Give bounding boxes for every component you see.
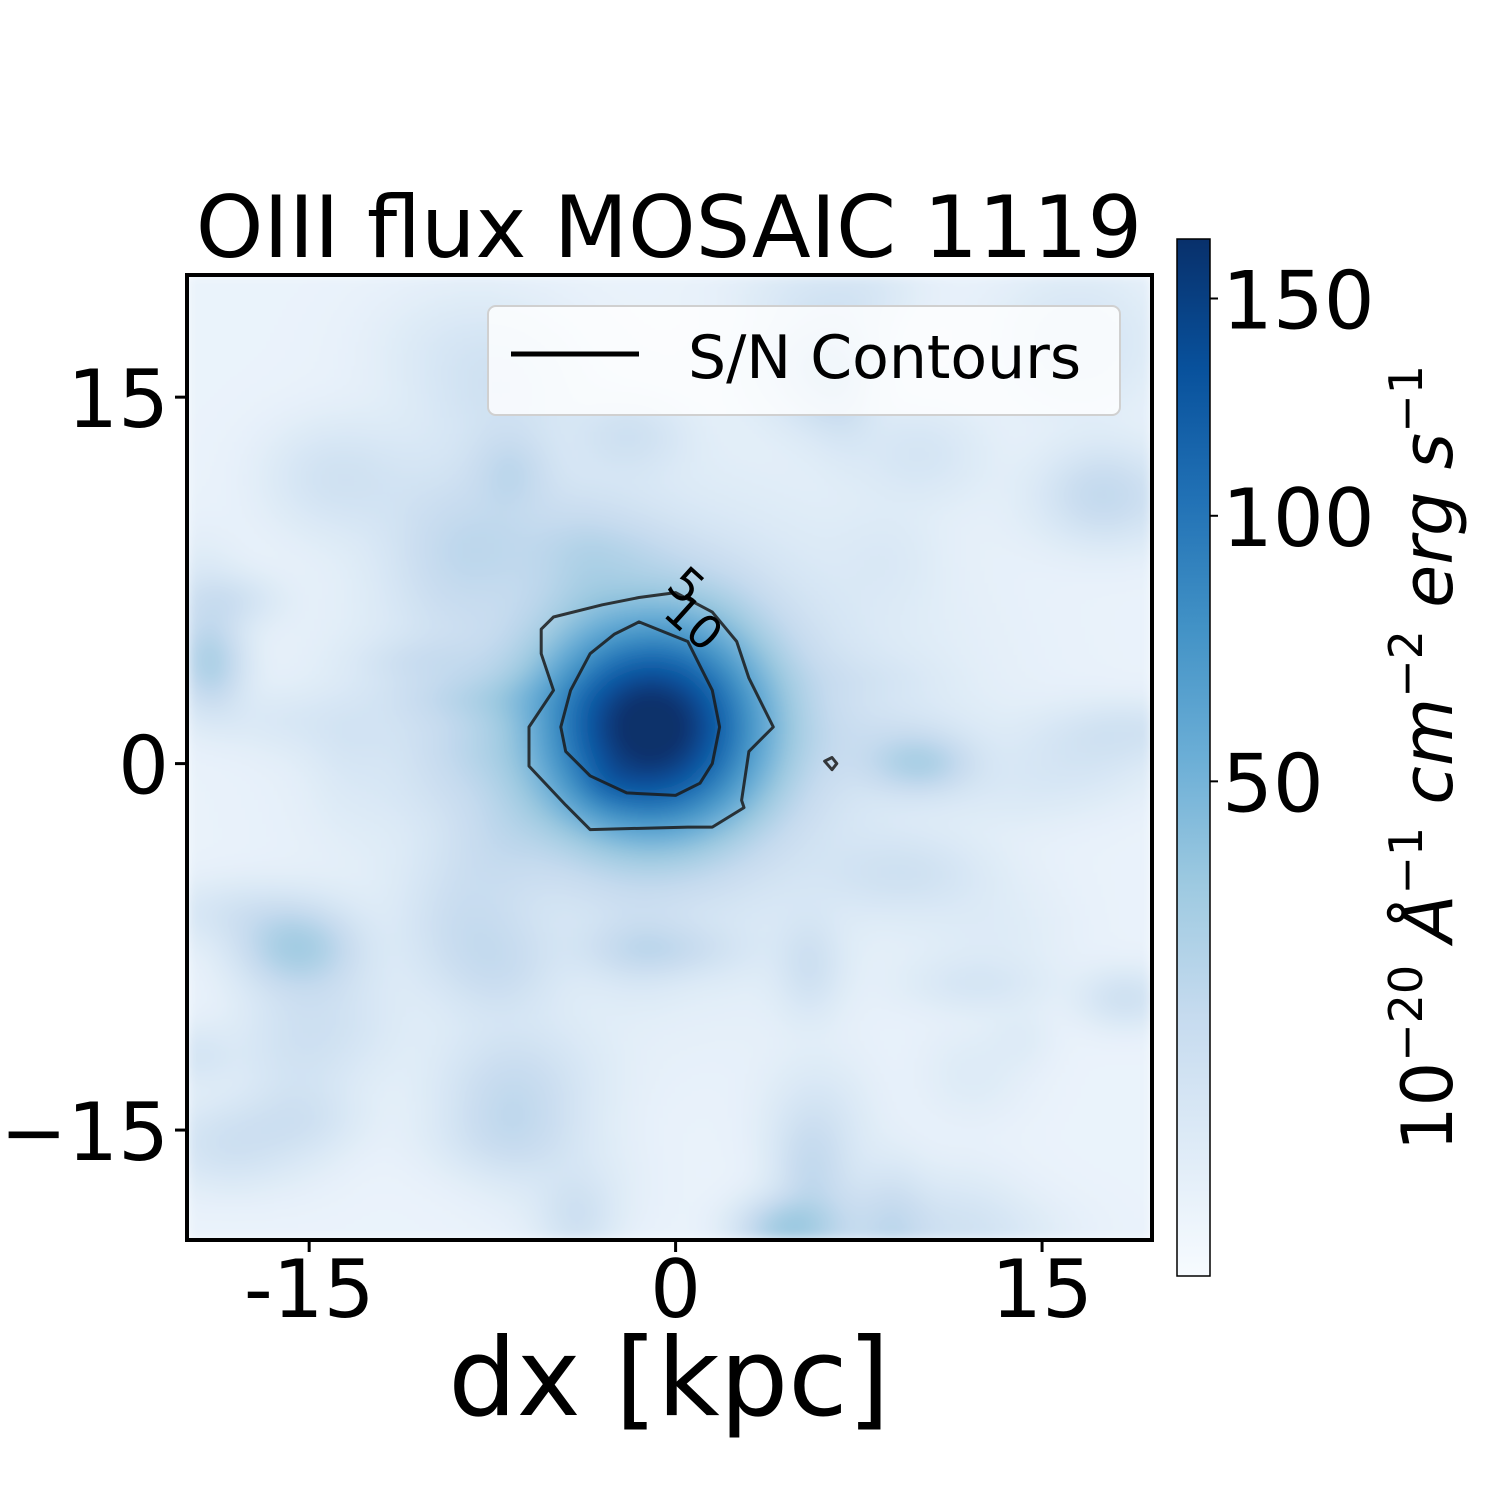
plot-frame [185, 273, 1154, 1242]
legend-label: S/N Contours [688, 323, 1081, 393]
colorbar-label-unit2: cm [1387, 698, 1469, 827]
y-tick-label: 0 [118, 720, 169, 813]
y-tick-label: −15 [0, 1086, 169, 1179]
colorbar-label-unit1: Å [1387, 895, 1469, 965]
contour-line-5-0 [527, 591, 775, 832]
colorbar-label-exp3: −2 [1379, 630, 1433, 698]
colorbar-fill [1177, 239, 1210, 1276]
colorbar-label-exp1: −20 [1379, 965, 1433, 1062]
contour-line-5-2 [823, 756, 839, 772]
colorbar-ticks: 50 100 150 [1210, 255, 1375, 830]
x-tick-label: 15 [991, 1243, 1093, 1336]
colorbar-tick-label: 150 [1222, 255, 1375, 348]
legend: S/N Contours [487, 305, 1121, 416]
heatmap-image [187, 275, 1152, 1240]
colorbar-tick-label: 50 [1222, 737, 1324, 830]
chart-title: OIII flux MOSAIC 1119 [196, 178, 1143, 278]
x-axis-label: dx [kpc] [448, 1316, 890, 1441]
contour-line-10-1 [559, 620, 722, 797]
x-tick-label: -15 [244, 1243, 375, 1336]
x-axis: -15 0 15 [244, 1240, 1093, 1336]
colorbar-label: 10−20 Å−1 cm−2 erg s−1 [1379, 365, 1469, 1151]
legend-box [487, 305, 1121, 416]
colorbar-label-exp2: −1 [1379, 827, 1433, 895]
y-tick-label: 15 [67, 353, 169, 446]
colorbar-label-unit3: erg s [1387, 433, 1469, 630]
y-axis: 15 0 −15 [0, 353, 187, 1179]
colorbar-label-base: 10 [1387, 1062, 1469, 1151]
colorbar-label-exp4: −1 [1379, 365, 1433, 433]
colorbar-tick-label: 100 [1222, 472, 1375, 565]
colorbar-frame [1176, 238, 1211, 1277]
x-tick-label: 0 [650, 1243, 701, 1336]
